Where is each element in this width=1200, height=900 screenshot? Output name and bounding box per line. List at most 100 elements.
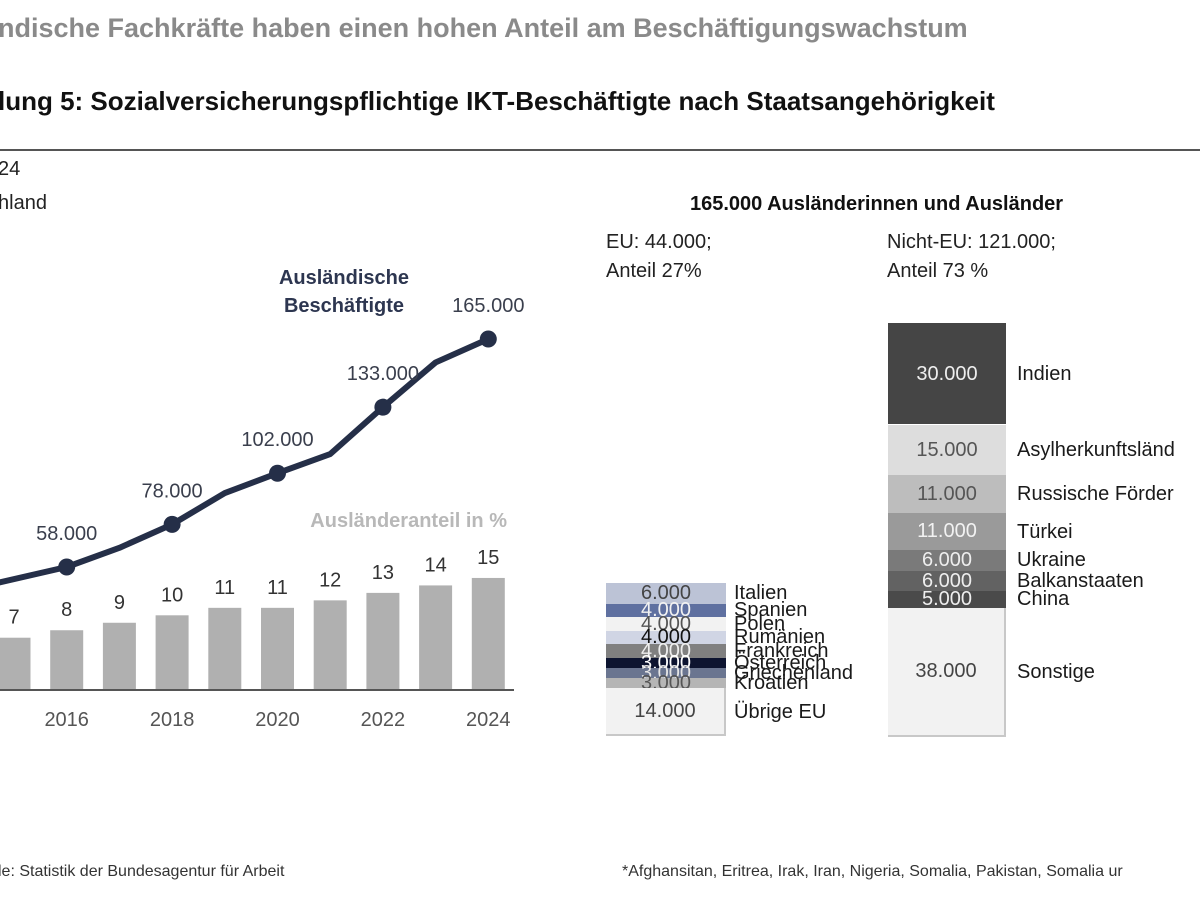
segment-label: Übrige EU (734, 701, 827, 724)
segment-label: Türkei (1017, 520, 1073, 543)
segment-label: Russische Förder (1017, 483, 1174, 506)
segment-sonstige: 38.000 (888, 607, 1006, 737)
segment-value: 11.000 (917, 483, 977, 506)
segment-value: 6.000 (640, 582, 692, 605)
segment-label: Sonstige (1017, 661, 1095, 684)
x-tick-label: 2018 (150, 709, 195, 731)
share-bar-2019 (208, 607, 242, 690)
segment-türkei: 11.000 (888, 512, 1006, 551)
figure-subtitle-line1: 24 (0, 158, 21, 180)
figure-subtitle-line2: hland (0, 192, 47, 214)
employees-line: 58.000 78.000 102.000 133.000 165.000 (0, 295, 524, 586)
figure-title: lung 5: Sozialversicherungspflichtige IK… (0, 86, 995, 116)
segment-value: 38.000 (915, 660, 977, 683)
footnote: *Afghansitan, Eritrea, Irak, Iran, Niger… (622, 863, 1123, 880)
segment-value: 4.000 (640, 640, 692, 663)
segment-label: Rumänien (734, 626, 826, 649)
share-bar-label: 13 (372, 562, 394, 584)
segment-label: Ukraine (1017, 549, 1086, 572)
share-bar-label: 12 (319, 569, 341, 591)
segment-griechenland: 3.000 (606, 663, 726, 683)
share-bar-label: 8 (61, 599, 72, 621)
segment-value: 5.000 (921, 588, 973, 611)
segment-china: 5.000 (888, 588, 1006, 611)
share-bar-label: 7 (8, 607, 19, 629)
segment-value: 4.000 (640, 599, 692, 622)
segment-polen: 4.000 (606, 612, 726, 635)
segment-italien: 6.000 (606, 582, 726, 605)
share-bar-label: 14 (424, 554, 446, 576)
x-tick-labels: 2016 2018 2020 2022 2024 (44, 709, 510, 731)
line-series-label-2: Beschäftigte (284, 295, 404, 317)
segment-spanien: 4.000 (606, 600, 726, 620)
segment-label: Frankreich (734, 640, 829, 663)
employees-point-2020 (269, 464, 286, 482)
segment-value: 14.000 (634, 700, 696, 723)
segment-label: Österreich (734, 651, 827, 674)
employees-point-label: 165.000 (452, 295, 524, 317)
share-bar-2015 (0, 637, 31, 690)
segment-label: Asylherkunftsländ (1017, 438, 1175, 461)
segment-value: 6.000 (921, 549, 973, 572)
share-bar-2024 (471, 577, 505, 690)
segment-label: Griechenland (734, 662, 853, 685)
share-bar-label: 10 (161, 584, 183, 606)
eu-header-line1: EU: 44.000; (606, 231, 712, 253)
share-bar-label: 9 (114, 592, 125, 614)
employees-point-2018 (163, 515, 181, 533)
segment-value: 3.000 (640, 651, 692, 674)
segment-balkanstaaten: 6.000 (888, 569, 1006, 592)
employees-point-label: 58.000 (36, 523, 97, 545)
segment-label: Indien (1017, 362, 1072, 385)
share-bar-2021 (313, 600, 347, 690)
segment-label: China (1017, 588, 1070, 611)
segment-label: Spanien (734, 599, 808, 622)
x-tick-label: 2022 (361, 709, 406, 731)
segment-frankreich: 4.000 (606, 640, 726, 663)
share-bar-label: 11 (267, 577, 288, 599)
bar-series-label: Ausländeranteil in % (310, 510, 507, 532)
stacked-chart-title: 165.000 Ausländerinnen und Ausländer (690, 193, 1064, 215)
segment-kroatien: 3.000 (606, 673, 726, 693)
share-bars: 7 8 9 10 11 11 12 13 14 15 (0, 547, 505, 690)
combo-chart: 7 8 9 10 11 11 12 13 14 15 2016 2018 2020 2022 2024 5… (0, 267, 524, 731)
segment-value: 3.000 (640, 672, 692, 695)
segment-value: 30.000 (916, 362, 978, 385)
segment-value: 15.000 (916, 438, 978, 461)
share-bar-2022 (366, 592, 400, 690)
segment-indien: 30.000 (888, 322, 1006, 425)
segment-value: 4.000 (640, 626, 692, 649)
non-eu-header-line1: Nicht-EU: 121.000; (887, 231, 1056, 253)
segment-value: 3.000 (640, 662, 692, 685)
segment-label: Italien (734, 582, 788, 605)
employees-point-label: 102.000 (241, 429, 313, 451)
share-bar-2018 (155, 615, 189, 690)
segment-rumänien: 4.000 (606, 627, 726, 647)
segment-asylherkunftsländ: 15.000 (888, 424, 1006, 476)
non-eu-header-line2: Anteil 73 % (887, 260, 989, 282)
page-headline: ndische Fachkräfte haben einen hohen Ant… (0, 13, 968, 43)
employees-point-2024 (479, 330, 497, 348)
segment-value: 11.000 (917, 520, 977, 543)
share-bar-2023 (419, 585, 453, 690)
segment-österreich: 3.000 (606, 653, 726, 673)
segment-ukraine: 6.000 (888, 549, 1006, 572)
employees-point-label: 78.000 (142, 480, 203, 502)
x-tick-label: 2020 (255, 709, 300, 731)
segment-russische-förder: 11.000 (888, 475, 1006, 513)
segment-value: 4.000 (640, 612, 692, 635)
segment-value: 6.000 (921, 569, 973, 592)
share-bar-label: 11 (214, 577, 235, 599)
employees-line-path (0, 336, 490, 586)
segment-label: Polen (734, 612, 786, 635)
employees-point-2022 (374, 398, 392, 416)
segment-label: Kroatien (734, 672, 809, 695)
share-bar-2016 (50, 630, 84, 690)
eu-header-line2: Anteil 27% (606, 260, 702, 282)
x-tick-label: 2016 (44, 709, 89, 731)
share-bar-2017 (102, 622, 136, 690)
employees-point-label: 133.000 (347, 363, 419, 385)
segment-übrige-eu: 14.000 (606, 688, 726, 736)
share-bar-label: 15 (477, 547, 499, 569)
x-tick-label: 2024 (466, 709, 511, 731)
